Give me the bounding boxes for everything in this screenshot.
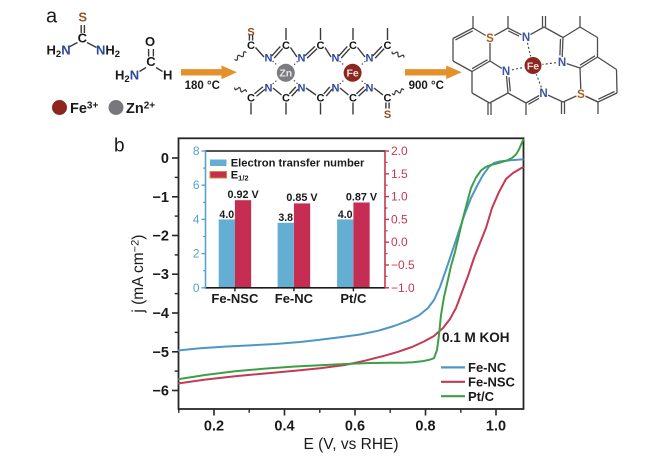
- svg-text:2.0: 2.0: [391, 144, 408, 158]
- svg-text:180 °C: 180 °C: [185, 80, 220, 92]
- svg-text:−6: −6: [152, 384, 169, 400]
- svg-text:0.92 V: 0.92 V: [227, 189, 259, 201]
- svg-text:C: C: [282, 92, 290, 104]
- svg-text:4.0: 4.0: [338, 209, 353, 221]
- svg-text:−4: −4: [152, 306, 169, 322]
- svg-text:Electron transfer number: Electron transfer number: [231, 157, 365, 169]
- svg-text:6: 6: [193, 178, 200, 192]
- svg-text:4.0: 4.0: [219, 209, 234, 221]
- svg-text:C: C: [384, 40, 392, 52]
- svg-text:−0.5: −0.5: [391, 258, 415, 272]
- svg-text:N: N: [298, 82, 306, 94]
- svg-text:b: b: [114, 136, 125, 157]
- svg-text:C: C: [247, 40, 255, 52]
- svg-text:N: N: [539, 88, 547, 100]
- svg-text:C: C: [349, 92, 357, 104]
- svg-text:E1/2: E1/2: [231, 170, 249, 183]
- svg-text:0.5: 0.5: [391, 212, 408, 226]
- svg-text:NH2: NH2: [96, 43, 120, 61]
- svg-text:N: N: [558, 57, 566, 69]
- svg-text:j (mA cm−2): j (mA cm−2): [130, 235, 148, 314]
- svg-text:N: N: [366, 52, 374, 64]
- svg-text:0.85 V: 0.85 V: [286, 192, 318, 204]
- svg-text:Fe-NC: Fe-NC: [468, 360, 507, 375]
- svg-text:C: C: [247, 92, 255, 104]
- svg-text:H: H: [163, 68, 172, 83]
- svg-text:−5: −5: [152, 345, 169, 361]
- svg-text:C: C: [317, 40, 325, 52]
- svg-text:1.0: 1.0: [391, 190, 408, 204]
- svg-text:C: C: [384, 92, 392, 104]
- svg-text:C: C: [146, 54, 156, 69]
- svg-text:N: N: [332, 82, 340, 94]
- svg-text:N: N: [522, 32, 530, 44]
- svg-text:Fe-NSC: Fe-NSC: [211, 291, 259, 306]
- svg-text:−3: −3: [152, 267, 169, 283]
- svg-text:N: N: [265, 82, 273, 94]
- svg-text:3.8: 3.8: [278, 212, 293, 224]
- svg-text:Pt/C: Pt/C: [340, 291, 367, 306]
- svg-text:0.6: 0.6: [345, 419, 365, 435]
- svg-text:S: S: [247, 26, 254, 38]
- svg-text:2: 2: [193, 247, 200, 261]
- svg-text:Zn: Zn: [279, 68, 292, 80]
- svg-text:0.4: 0.4: [274, 419, 294, 435]
- svg-text:0: 0: [193, 281, 200, 295]
- svg-text:S: S: [78, 10, 87, 25]
- svg-text:C: C: [349, 40, 357, 52]
- svg-text:0.2: 0.2: [204, 419, 224, 435]
- svg-text:8: 8: [193, 144, 200, 158]
- svg-text:1.0: 1.0: [486, 419, 506, 435]
- svg-text:a: a: [46, 6, 58, 28]
- svg-text:N: N: [298, 52, 306, 64]
- svg-text:Fe-NC: Fe-NC: [275, 291, 314, 306]
- svg-text:N: N: [366, 82, 374, 94]
- svg-text:H2N: H2N: [47, 43, 71, 61]
- svg-text:0.87 V: 0.87 V: [346, 191, 378, 203]
- svg-text:1.5: 1.5: [391, 167, 408, 181]
- svg-text:−1.0: −1.0: [391, 281, 415, 295]
- svg-text:O: O: [145, 34, 155, 49]
- svg-text:−2: −2: [152, 229, 169, 245]
- svg-text:Fe: Fe: [527, 60, 539, 72]
- svg-text:C: C: [78, 31, 88, 46]
- svg-text:900 °C: 900 °C: [409, 80, 444, 92]
- svg-text:N: N: [332, 52, 340, 64]
- svg-text:H2N: H2N: [115, 68, 139, 86]
- svg-text:S: S: [577, 89, 585, 101]
- svg-text:0.1 M KOH: 0.1 M KOH: [442, 330, 510, 345]
- svg-text:C: C: [282, 40, 290, 52]
- svg-text:0: 0: [161, 151, 169, 167]
- svg-text:N: N: [265, 52, 273, 64]
- svg-text:4: 4: [193, 212, 200, 226]
- svg-text:N: N: [502, 66, 510, 78]
- svg-text:S: S: [384, 109, 391, 121]
- svg-text:Fe: Fe: [346, 68, 358, 80]
- svg-text:Fe-NSC: Fe-NSC: [468, 374, 516, 389]
- svg-text:0.8: 0.8: [415, 419, 435, 435]
- svg-text:0.0: 0.0: [391, 235, 408, 249]
- svg-text:C: C: [317, 92, 325, 104]
- svg-text:Pt/C: Pt/C: [468, 389, 495, 404]
- svg-text:−1: −1: [152, 190, 169, 206]
- svg-text:E (V, vs RHE): E (V, vs RHE): [303, 436, 398, 453]
- svg-text:S: S: [486, 33, 494, 45]
